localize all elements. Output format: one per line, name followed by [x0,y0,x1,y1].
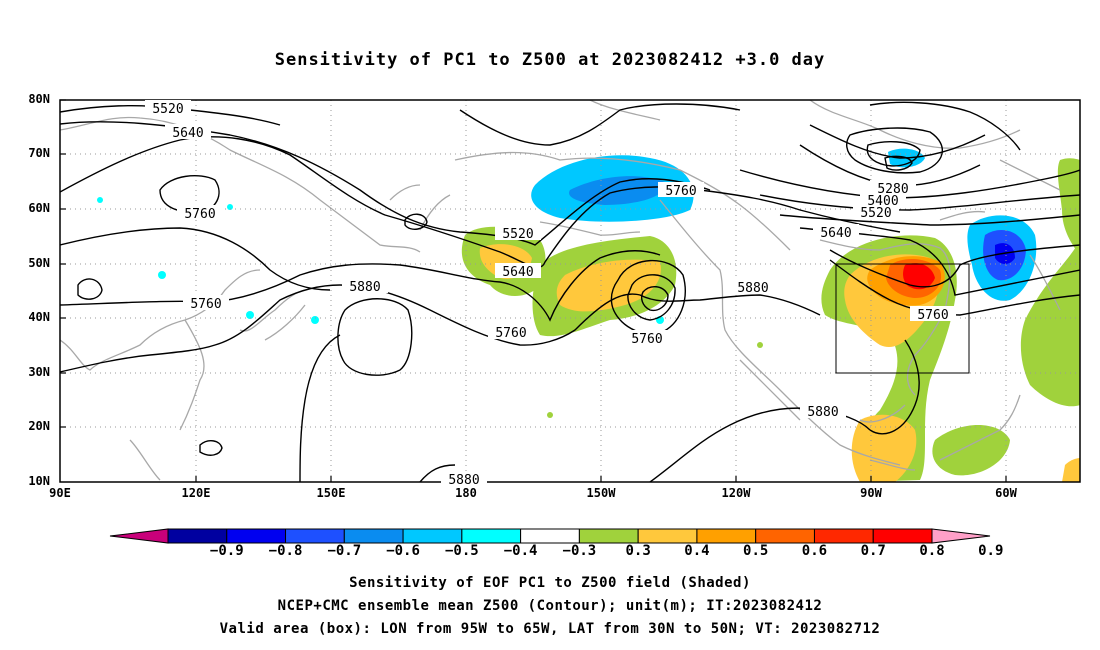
lat-label-20n: 20N [28,419,50,433]
contour-5760-mid [60,227,331,291]
lon-label-120w: 120W [721,486,751,500]
contour-label: 5520 [495,225,541,242]
contour-5880-a [60,284,821,373]
lat-label-40n: 40N [28,310,50,324]
colorbar-tick-label: 0.3 [625,543,651,559]
contour-label: 5640 [813,224,859,241]
contour-label: 5880 [342,278,388,295]
contour-label: 5640 [495,263,541,280]
colorbar-tick-label: −0.4 [503,543,538,559]
chart-title: Sensitivity of PC1 to Z500 at 2023082412… [274,50,826,70]
contour-label: 5520 [145,100,191,117]
contour-label-text: 5760 [190,297,221,312]
colorbar-tick-label: −0.5 [444,543,479,559]
contour-label-text: 5880 [448,473,479,488]
lon-label-90e: 90E [49,486,71,500]
caption-shaded: Sensitivity of EOF PC1 to Z500 field (Sh… [349,575,751,591]
colorbar-swatch [813,528,874,544]
contour-label: 5760 [658,182,704,199]
colorbar-tick-label: −0.3 [562,543,597,559]
caption-valid-area: Valid area (box): LON from 95W to 65W, L… [219,621,881,637]
contour-5880-c [419,464,456,482]
lat-label-70n: 70N [28,146,50,160]
contour-label: 5640 [165,124,211,141]
contour-label-layer: 5520 5640 5760 5760 5880 5520 5640 5760 … [145,100,956,488]
lat-label-50n: 50N [28,256,50,270]
colorbar-labels: −0.9 −0.8 −0.7 −0.6 −0.5 −0.4 −0.3 0.3 0.4 0.5 0.6… [0,543,1100,563]
caption-contour: NCEP+CMC ensemble mean Z500 (Contour); u… [277,598,823,614]
lat-label-60n: 60N [28,201,50,215]
contour-label: 5880 [730,279,776,296]
lat-label-80n: 80N [28,92,50,106]
contour-label-text: 5760 [665,184,696,199]
colorbar-tick-label: 0.9 [978,543,1004,559]
colorbar-swatch [461,528,522,544]
colorbar-tick-label: −0.6 [386,543,420,559]
contour-label: 5760 [624,330,670,347]
contour-label: 5760 [910,306,956,323]
colorbar-swatch [578,528,639,544]
colorbar-tick-label: −0.8 [268,543,303,559]
lon-label-60w: 60W [995,486,1017,500]
contour-5760-north [60,136,901,269]
contour-label-text: 5760 [184,207,215,222]
contour-5880-b [299,334,341,482]
contour-label-text: 5880 [737,281,768,296]
colorbar-tick-label: −0.7 [327,543,362,559]
axis-ticks [60,99,1007,482]
contour-label: 5880 [800,403,846,420]
contour-label-text: 5640 [502,265,533,280]
contour-label-text: 5640 [172,126,203,141]
valid-area-box [835,263,970,374]
colorbar-swatch [696,528,757,544]
colorbar-tick-label: 0.8 [919,543,945,559]
high-north-pacific [337,298,413,376]
contour-label-text: 5880 [349,280,380,295]
lat-label-30n: 30N [28,365,50,379]
lon-label-90w: 90W [860,486,882,500]
colorbar-swatch [755,528,815,544]
contour-label-text: 5520 [502,227,533,242]
colorbar [109,528,991,544]
colorbar-swatch [872,528,933,544]
lon-label-180: 180 [455,486,477,500]
contour-label-text: 5760 [495,326,526,341]
contour-label-text: 5520 [152,102,183,117]
contour-label-text: 5520 [860,206,891,221]
colorbar-under-triangle [109,528,169,544]
contour-label-text: 5640 [820,226,851,241]
lon-label-120e: 120E [181,486,211,500]
lon-label-150e: 150E [316,486,346,500]
contour-label: 5760 [488,324,534,341]
colorbar-tick-label: 0.7 [860,543,886,559]
positive-shade-atlantic-south [932,425,1010,476]
colorbar-tick-label: −0.9 [209,543,244,559]
plot-frame [59,99,1081,483]
colorbar-swatch [167,528,228,544]
lon-label-150w: 150W [586,486,616,500]
colorbar-swatch [402,528,463,544]
colorbar-over-triangle [931,528,991,544]
colorbar-tick-label: 0.4 [684,543,710,559]
contour-label: 5760 [177,205,223,222]
lat-label-10n: 10N [28,474,50,488]
colorbar-swatch [285,528,345,544]
low-east-asia [159,175,220,214]
contour-label-text: 5880 [807,405,838,420]
colorbar-tick-label: 0.5 [743,543,769,559]
contour-label-text: 5760 [631,332,662,347]
colorbar-swatch [343,528,404,544]
contour-label: 5880 [441,472,487,488]
coastlines [60,100,1061,481]
shading-layer [97,148,1080,482]
contour-label-text: 5760 [917,308,948,323]
contour-label: 5760 [183,295,229,312]
colorbar-swatch [520,528,580,544]
positive-shade-gulf-mexico [851,414,917,482]
colorbar-swatch [637,528,698,544]
colorbar-tick-label: 0.6 [801,543,828,559]
colorbar-swatch [226,528,287,544]
contour-label: 5520 [853,205,899,221]
